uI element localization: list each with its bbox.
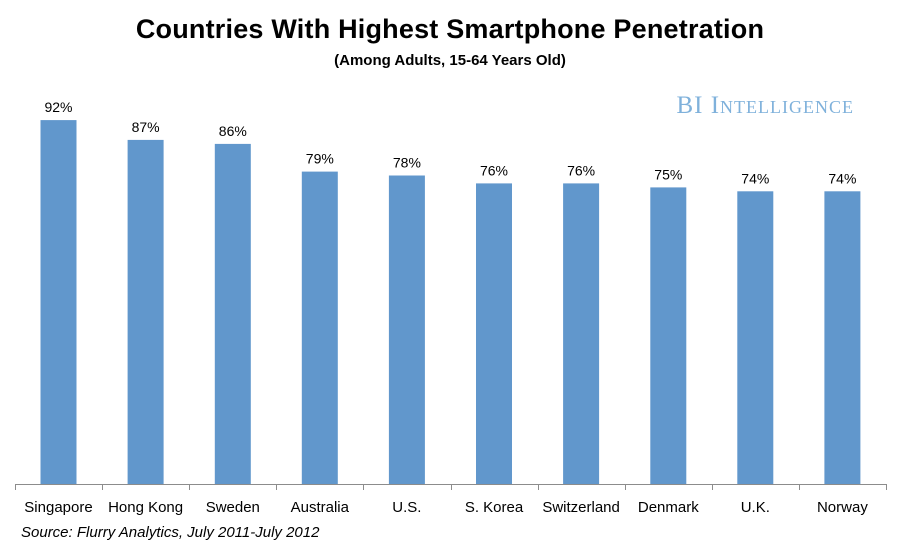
bar-norway — [824, 191, 861, 485]
bar-australia — [301, 171, 338, 484]
chart-title: Countries With Highest Smartphone Penetr… — [135, 14, 765, 44]
chart-source: Source: Flurry Analytics, July 2011-July… — [21, 524, 320, 541]
data-label: 92% — [44, 99, 72, 115]
x-tick-label: S. Korea — [465, 499, 524, 516]
data-label: 74% — [741, 170, 769, 186]
data-label: 76% — [480, 162, 508, 178]
bars-group — [40, 120, 861, 485]
bar-u-s — [388, 175, 425, 484]
x-tick-label: Hong Kong — [108, 499, 183, 516]
bar-u-k — [737, 191, 774, 485]
data-label: 75% — [654, 166, 682, 182]
data-label: 87% — [132, 119, 160, 135]
data-label: 78% — [393, 155, 421, 171]
x-tick-label: Denmark — [638, 499, 699, 516]
x-tick-label: Singapore — [24, 499, 92, 516]
data-labels-group: 92% 87% 86% 79% 78% 76% 76% 75% 74% 74% — [44, 99, 856, 186]
data-label: 86% — [219, 123, 247, 139]
x-tick-label: Norway — [817, 499, 868, 516]
bar-denmark — [650, 187, 687, 484]
x-tick-label: Switzerland — [542, 499, 620, 516]
x-tick-label: Australia — [291, 499, 350, 516]
x-tick-label: U.S. — [392, 499, 421, 516]
brand-logo-bi: BI — [676, 92, 704, 119]
bar-switzerland — [563, 183, 600, 484]
brand-logo: BI Intelligence — [676, 92, 854, 120]
tick-marks-group — [15, 484, 887, 490]
bar-hong-kong — [127, 139, 164, 484]
brand-logo-intelligence: Intelligence — [710, 92, 854, 119]
tick-labels-group: Singapore Hong Kong Sweden Australia U.S. S. … — [24, 499, 868, 516]
bar-sweden — [214, 143, 251, 484]
x-tick-label: Sweden — [206, 499, 260, 516]
data-label: 74% — [828, 170, 856, 186]
data-label: 76% — [567, 162, 595, 178]
data-label: 79% — [306, 151, 334, 167]
chart-subtitle: (Among Adults, 15-64 Years Old) — [334, 52, 566, 69]
bar-s-korea — [476, 183, 512, 484]
bar-singapore — [40, 120, 77, 484]
x-tick-label: U.K. — [741, 499, 770, 516]
